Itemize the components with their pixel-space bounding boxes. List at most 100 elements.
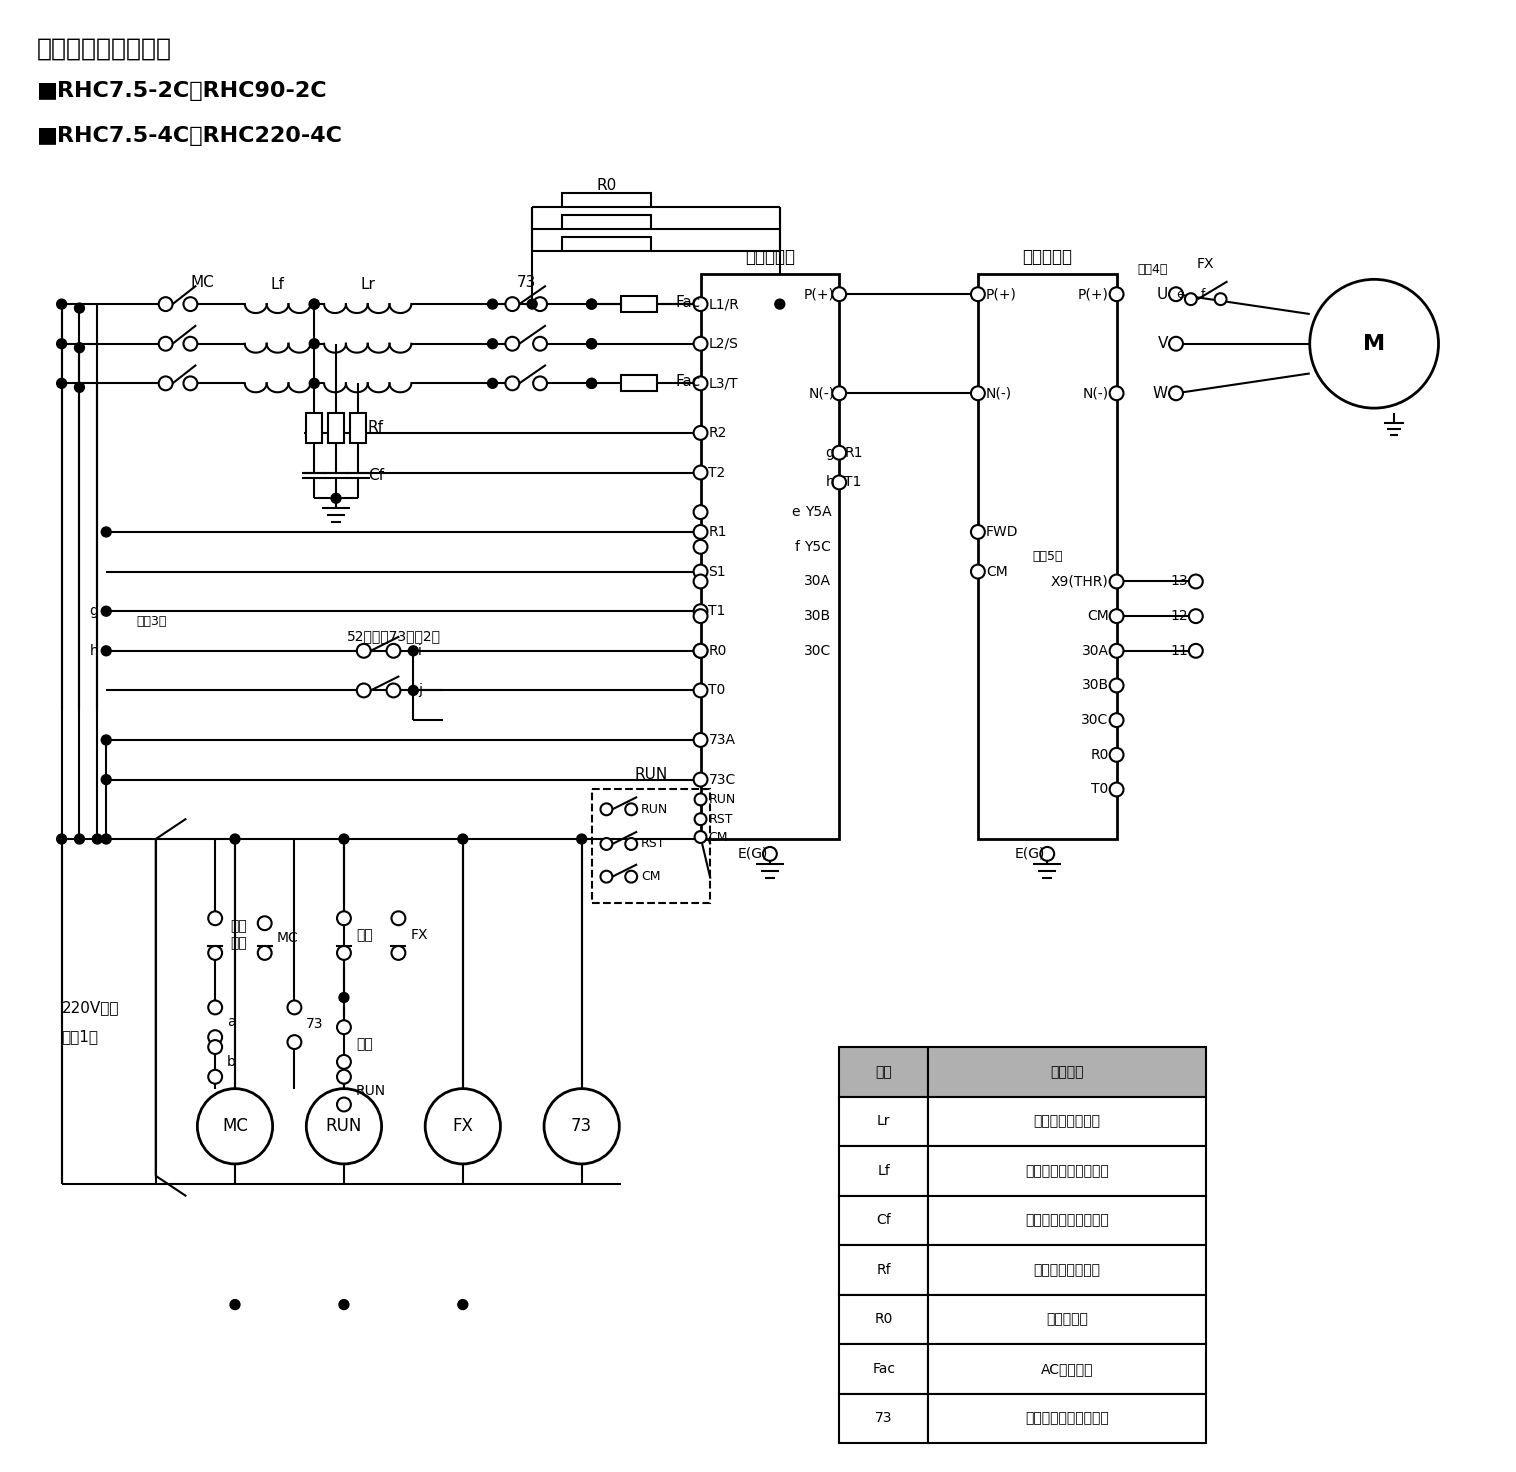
Circle shape	[1110, 287, 1123, 302]
Circle shape	[505, 377, 520, 390]
Bar	[840, 1295, 928, 1344]
Text: Fac: Fac	[676, 294, 700, 309]
Text: CM: CM	[641, 870, 661, 883]
Circle shape	[288, 1035, 302, 1050]
Circle shape	[832, 386, 846, 400]
Text: RST: RST	[641, 838, 666, 851]
Text: 昇圧用リアクトル: 昇圧用リアクトル	[1034, 1114, 1101, 1129]
Text: e: e	[1176, 287, 1184, 300]
Text: Lf: Lf	[878, 1164, 890, 1178]
Circle shape	[1169, 287, 1182, 302]
Text: Lr: Lr	[878, 1114, 890, 1129]
Circle shape	[340, 1300, 349, 1310]
Text: 充電回路用電磁接触器: 充電回路用電磁接触器	[1025, 1412, 1108, 1425]
Circle shape	[694, 505, 708, 520]
Text: b: b	[227, 1055, 236, 1069]
Text: RUN: RUN	[708, 793, 735, 805]
Circle shape	[337, 1055, 350, 1069]
Circle shape	[600, 804, 612, 815]
Bar	[928, 1097, 1205, 1147]
Text: 30A: 30A	[805, 574, 831, 589]
Circle shape	[183, 297, 197, 311]
Circle shape	[56, 299, 67, 309]
Text: FX: FX	[452, 1117, 473, 1135]
Circle shape	[832, 475, 846, 489]
Text: h: h	[826, 475, 834, 489]
Circle shape	[488, 378, 497, 389]
Circle shape	[258, 916, 271, 930]
Circle shape	[102, 835, 111, 843]
Text: R1: R1	[708, 526, 728, 539]
Circle shape	[694, 377, 708, 390]
Text: 符号: 符号	[875, 1064, 893, 1079]
Text: 部品名称: 部品名称	[1051, 1064, 1084, 1079]
Circle shape	[970, 526, 985, 539]
Circle shape	[488, 299, 497, 309]
Text: 停止: 停止	[356, 1038, 373, 1051]
Circle shape	[528, 299, 537, 309]
Circle shape	[1110, 714, 1123, 727]
Circle shape	[1110, 783, 1123, 796]
Circle shape	[340, 992, 349, 1002]
Circle shape	[587, 339, 596, 349]
Circle shape	[694, 609, 708, 623]
Text: RUN: RUN	[356, 1083, 387, 1098]
Text: M: M	[1363, 334, 1386, 353]
Bar	[840, 1147, 928, 1195]
Text: Cf: Cf	[368, 468, 384, 483]
Circle shape	[56, 378, 67, 389]
Text: 準備: 準備	[230, 936, 247, 949]
Text: j: j	[418, 683, 423, 698]
Text: R0: R0	[708, 643, 726, 658]
Bar	[928, 1394, 1205, 1443]
Circle shape	[534, 337, 547, 350]
Bar	[928, 1195, 1205, 1245]
Text: コンバータ: コンバータ	[744, 247, 794, 265]
Text: Cf: Cf	[876, 1213, 891, 1228]
Text: Rf: Rf	[368, 421, 384, 436]
Text: S1: S1	[708, 565, 726, 578]
Circle shape	[1189, 643, 1202, 658]
Bar	[928, 1147, 1205, 1195]
Text: CM: CM	[985, 565, 1008, 578]
Circle shape	[534, 377, 547, 390]
Text: Y5A: Y5A	[805, 505, 831, 520]
Circle shape	[408, 646, 418, 655]
Text: T0: T0	[708, 683, 726, 698]
Text: R0: R0	[596, 178, 617, 193]
Bar	[350, 414, 365, 443]
Text: N(-): N(-)	[808, 386, 834, 400]
Bar	[928, 1245, 1205, 1295]
Circle shape	[340, 835, 349, 843]
Text: ■RHC7.5-4C～RHC220-4C: ■RHC7.5-4C～RHC220-4C	[36, 125, 343, 146]
Text: FX: FX	[411, 929, 428, 942]
Text: T1: T1	[708, 604, 726, 618]
Text: 30C: 30C	[803, 643, 831, 658]
Text: 73: 73	[517, 275, 535, 290]
Circle shape	[1169, 386, 1182, 400]
Text: RUN: RUN	[326, 1117, 362, 1135]
Circle shape	[387, 643, 400, 658]
Circle shape	[337, 1098, 350, 1111]
Text: E(G): E(G)	[737, 846, 769, 861]
Text: R1: R1	[844, 446, 863, 459]
Text: インバータ: インバータ	[1022, 247, 1072, 265]
Text: f: f	[1201, 287, 1205, 300]
Bar	[306, 414, 323, 443]
Text: （注4）: （注4）	[1137, 263, 1169, 275]
Circle shape	[625, 871, 637, 883]
Circle shape	[208, 1030, 223, 1044]
Circle shape	[534, 297, 547, 311]
Circle shape	[1110, 386, 1123, 400]
Circle shape	[694, 683, 708, 698]
Bar	[591, 789, 711, 904]
Text: 73: 73	[875, 1412, 893, 1425]
Circle shape	[102, 527, 111, 537]
Circle shape	[387, 683, 400, 698]
Circle shape	[587, 339, 596, 349]
Circle shape	[56, 835, 67, 843]
Circle shape	[576, 835, 587, 843]
Circle shape	[587, 299, 596, 309]
Circle shape	[309, 299, 320, 309]
Bar	[928, 1047, 1205, 1097]
